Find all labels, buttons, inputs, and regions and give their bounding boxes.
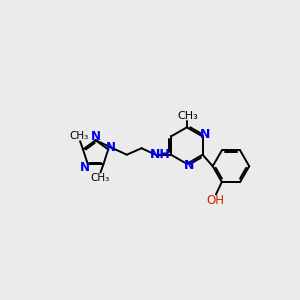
Text: CH₃: CH₃ (70, 131, 89, 141)
Text: CH₃: CH₃ (90, 172, 110, 182)
Text: N: N (184, 159, 194, 172)
Text: N: N (200, 128, 210, 142)
Text: NH: NH (150, 148, 171, 161)
Text: N: N (106, 141, 116, 154)
Text: CH₃: CH₃ (177, 110, 198, 121)
Text: N: N (91, 130, 100, 143)
Text: N: N (80, 161, 90, 174)
Text: OH: OH (206, 194, 224, 207)
